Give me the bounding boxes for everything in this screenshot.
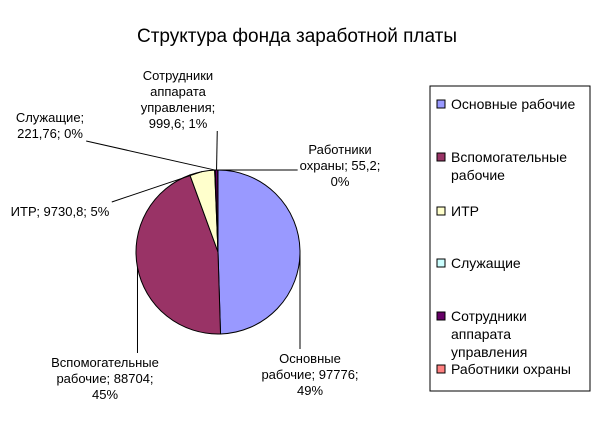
legend-label: Вспомогательные рабочие <box>451 149 567 183</box>
legend-swatch <box>436 99 446 109</box>
legend-label: Служащие <box>451 255 521 271</box>
legend-label: Сотрудники аппарата управления <box>451 308 527 360</box>
legend-swatch <box>436 152 446 162</box>
legend-swatch <box>436 311 446 321</box>
data-label: Служащие; 221,76; 0% <box>16 110 84 141</box>
legend-label: ИТР <box>451 203 479 219</box>
leader-line <box>111 171 203 203</box>
pie-slice <box>217 169 301 335</box>
leader-line <box>216 130 218 171</box>
legend-swatch <box>436 206 446 216</box>
legend-swatch <box>436 364 446 374</box>
legend-box <box>429 85 591 392</box>
data-label: ИТР; 9730,8; 5% <box>11 204 110 219</box>
data-label: Вспомогательные рабочие; 88704; 45% <box>51 355 159 402</box>
leader-line <box>86 140 216 171</box>
data-label: Основные рабочие; 97776; 49% <box>261 351 358 398</box>
legend-label: Основные рабочие <box>451 96 575 112</box>
legend-swatch <box>436 258 446 268</box>
pie-slice <box>135 174 222 335</box>
legend-label: Работники охраны <box>451 361 571 377</box>
data-label: Сотрудники аппарата управления; 999,6; 1% <box>141 68 216 131</box>
chart-title: Структура фонда заработной платы <box>137 26 457 47</box>
data-label: Работники охраны; 55,2; 0% <box>300 142 381 189</box>
